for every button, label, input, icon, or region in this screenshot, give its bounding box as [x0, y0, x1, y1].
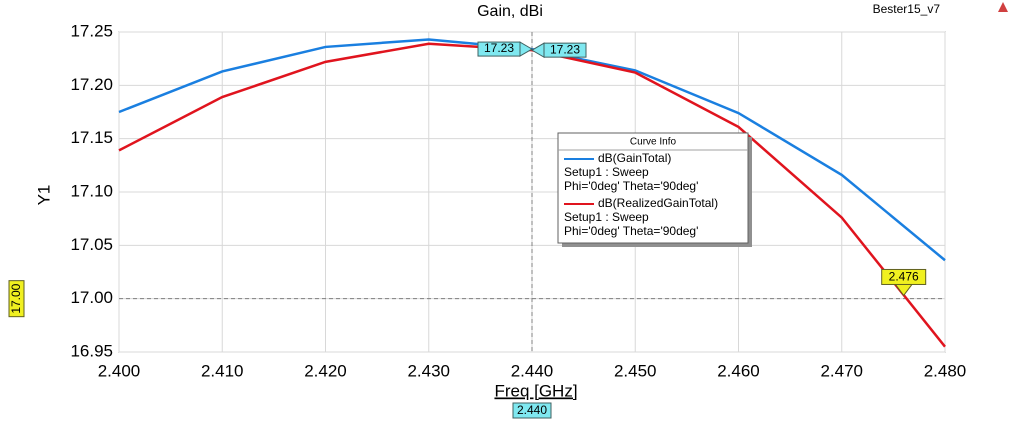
legend-detail: Phi='0deg' Theta='90deg' — [564, 179, 698, 193]
corner-icon — [998, 2, 1008, 12]
y-tick-label: 17.15 — [70, 128, 113, 147]
legend-box — [557, 132, 749, 244]
x-tick-label: 2.420 — [304, 361, 347, 380]
x-tick-label: 2.400 — [98, 361, 141, 380]
y-tick-label: 17.00 — [70, 288, 113, 307]
y-tick-label: 17.05 — [70, 235, 113, 254]
y-cursor-box — [8, 280, 25, 318]
annotation-box — [477, 41, 521, 57]
x-axis-label: Freq [GHz] — [494, 381, 577, 400]
annotation: 17.23 — [531, 42, 587, 59]
x-tick-label: 2.450 — [614, 361, 657, 380]
y-tick-label: 17.25 — [70, 21, 113, 40]
x-tick-label: 2.430 — [407, 361, 450, 380]
x-tick-label: 2.410 — [201, 361, 244, 380]
y-tick-label: 17.20 — [70, 75, 113, 94]
legend-entry: dB(RealizedGainTotal) — [598, 196, 718, 210]
y-tick-label: 17.10 — [70, 181, 113, 200]
legend-detail: Phi='0deg' Theta='90deg' — [564, 224, 698, 238]
corner-text: Bester15_v7 — [873, 2, 941, 16]
annotation-box — [881, 268, 927, 285]
annotation: 2.476 — [881, 268, 927, 297]
y-tick-label: 16.95 — [70, 341, 113, 360]
annotation-label: 17.23 — [484, 41, 514, 55]
x-tick-label: 2.480 — [924, 361, 967, 380]
annotation: 17.23 — [477, 41, 533, 57]
x-cursor-label: 2.440 — [517, 403, 547, 417]
x-tick-label: 2.470 — [820, 361, 863, 380]
y-cursor-label: 17.00 — [9, 283, 23, 313]
x-cursor-box — [512, 402, 552, 419]
legend-title: Curve Info — [630, 137, 677, 148]
y-axis-label: Y1 — [34, 185, 53, 206]
x-tick-label: 2.460 — [717, 361, 760, 380]
annotation-label: 17.23 — [550, 42, 580, 56]
legend-entry: dB(GainTotal) — [598, 151, 671, 165]
annotation-label: 2.476 — [889, 270, 919, 284]
annotation-box — [543, 42, 587, 58]
chart-title: Gain, dBi — [477, 3, 543, 20]
legend-detail: Setup1 : Sweep — [564, 210, 649, 224]
x-tick-label: 2.440 — [511, 361, 554, 380]
legend-detail: Setup1 : Sweep — [564, 165, 649, 179]
